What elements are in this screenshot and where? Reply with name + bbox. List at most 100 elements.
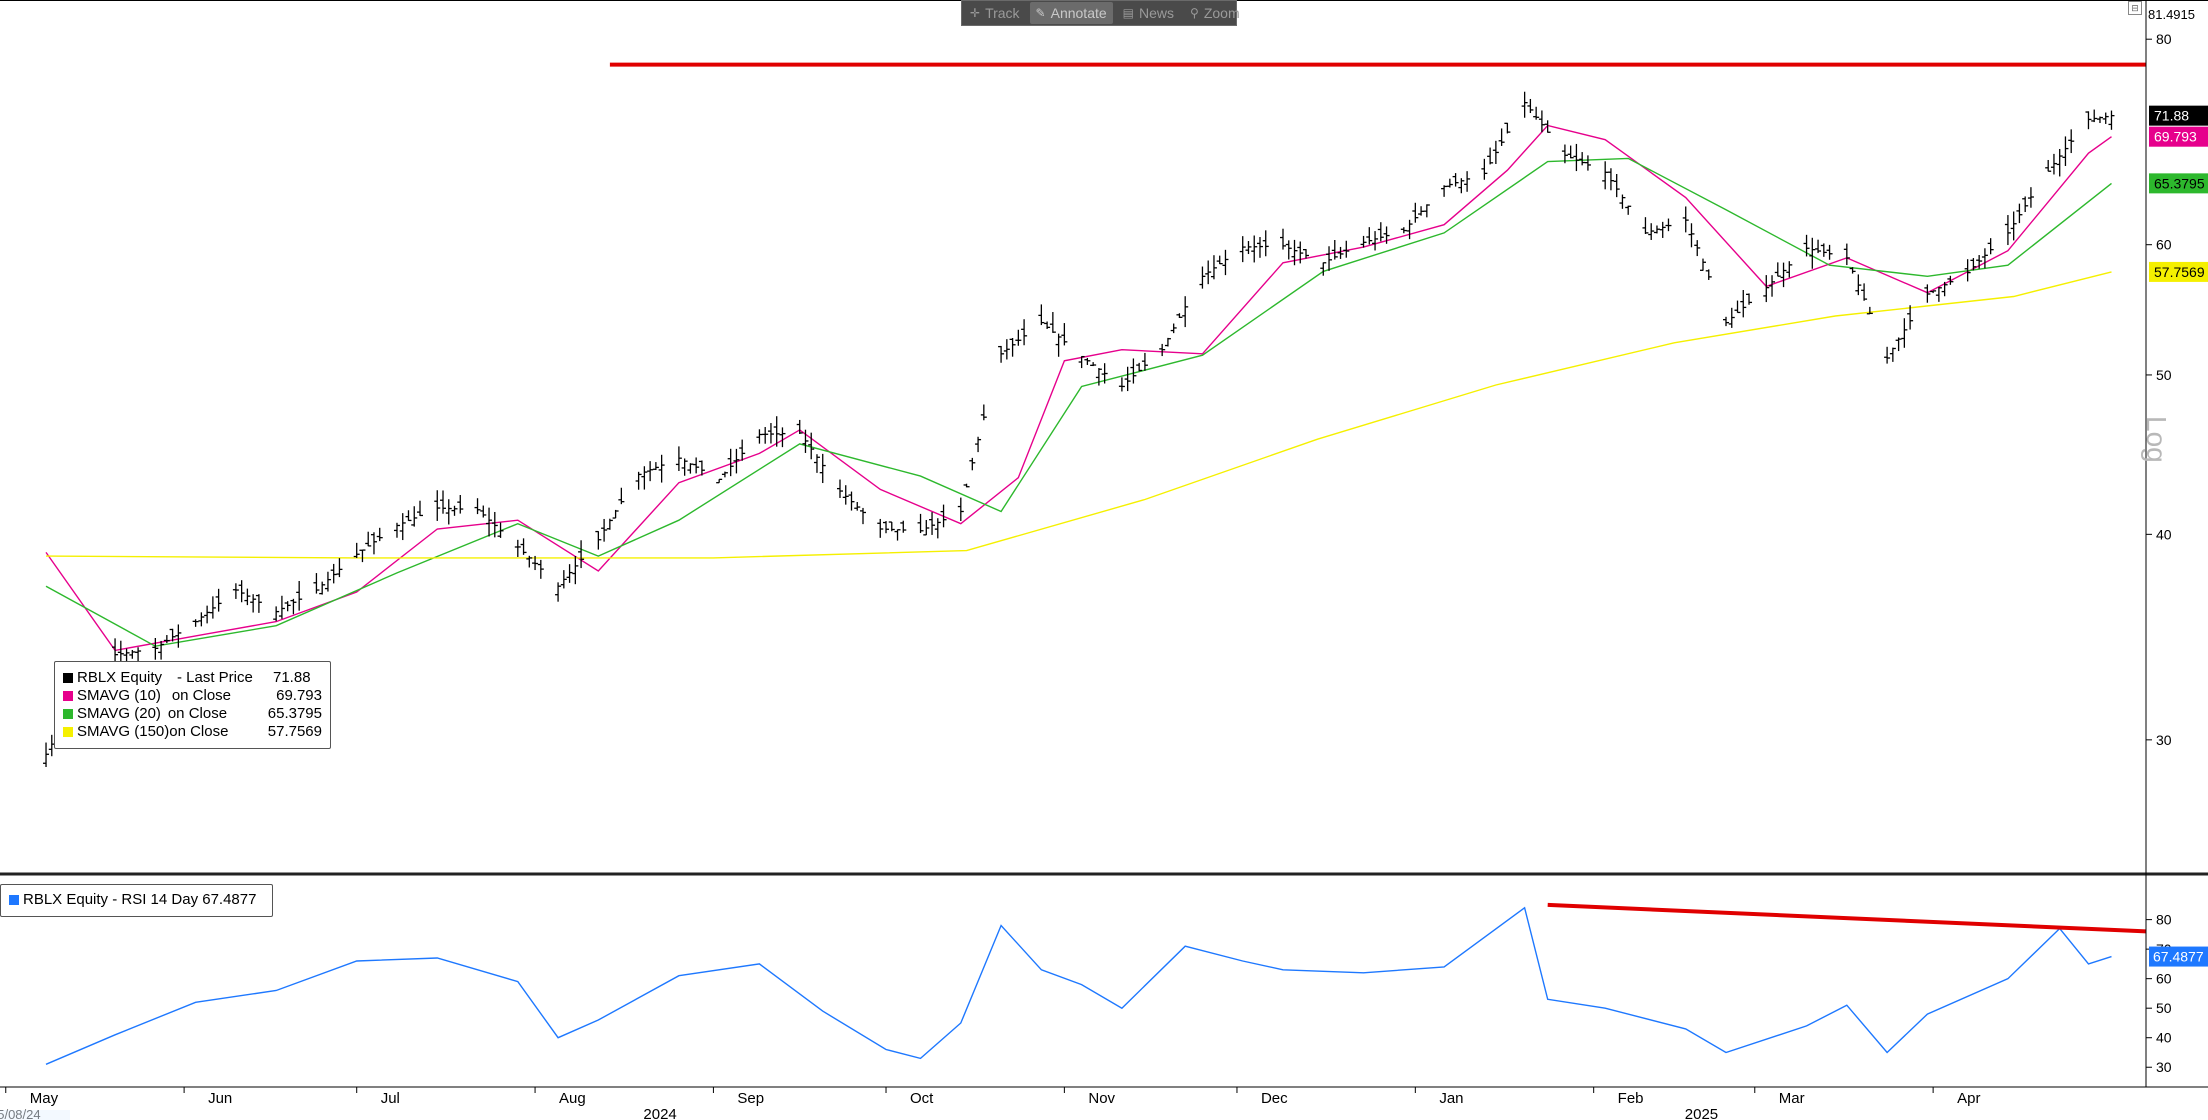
price-bar <box>578 540 585 569</box>
price-bar <box>2062 136 2069 166</box>
price-bar <box>2010 211 2017 241</box>
year-label: 2025 <box>1685 1106 1718 1120</box>
price-bar <box>779 427 786 448</box>
price-bar <box>1481 158 1488 180</box>
price-bar <box>1889 347 1896 362</box>
price-bar <box>595 530 602 550</box>
price-bar <box>808 432 815 460</box>
price-bar <box>319 581 326 595</box>
price-bar <box>1360 235 1367 248</box>
price-bar <box>756 429 763 444</box>
price-bar <box>1976 255 1983 269</box>
moving-average-line <box>45 271 2112 559</box>
scale-toggle-icon[interactable]: ⊟ <box>2128 1 2142 15</box>
price-bar <box>405 510 412 522</box>
price-tick-label: 50 <box>2156 367 2172 383</box>
price-bar <box>1682 206 1689 233</box>
price-bar <box>716 478 723 484</box>
price-legend[interactable]: RBLX Equity - Last Price 71.88 SMAVG (10… <box>54 661 331 749</box>
price-bar <box>842 485 849 505</box>
price-bar <box>169 628 176 642</box>
price-bar <box>1653 225 1660 234</box>
price-tick-label: 30 <box>2156 732 2172 748</box>
price-tick-label: 60 <box>2156 237 2172 253</box>
price-bar <box>2108 110 2115 130</box>
month-label: Feb <box>1618 1090 1644 1107</box>
price-bar <box>1216 255 1223 265</box>
price-bar <box>434 490 441 521</box>
price-bar <box>1970 258 1977 271</box>
price-bar <box>1579 152 1586 166</box>
price-bar <box>1400 227 1407 234</box>
zoom-label: Zoom <box>1203 5 1240 21</box>
price-bar <box>969 457 976 471</box>
price-bar <box>854 501 861 511</box>
price-bar <box>313 573 320 594</box>
track-button[interactable]: ✛ Track <box>964 2 1026 24</box>
legend-on: on Close <box>169 723 229 740</box>
price-bar <box>1935 287 1942 302</box>
price-bar <box>612 509 619 519</box>
news-label: News <box>1139 5 1175 21</box>
rsi-legend-label: RBLX Equity - RSI 14 Day 67.4877 <box>23 891 257 908</box>
price-bar <box>486 507 493 537</box>
price-bar <box>1947 275 1954 285</box>
rsi-legend[interactable]: RBLX Equity - RSI 14 Day 67.4877 <box>0 884 273 917</box>
price-bar <box>2045 159 2052 172</box>
month-label: Dec <box>1261 1090 1288 1107</box>
price-bar <box>980 404 987 421</box>
price-bar <box>572 556 579 585</box>
price-bar <box>1343 240 1350 258</box>
annotate-button[interactable]: ✎ Annotate <box>1029 2 1113 24</box>
price-bar <box>1734 300 1741 314</box>
news-icon: ▤ <box>1122 6 1135 20</box>
price-bar <box>698 460 705 476</box>
legend-on: on Close <box>171 687 232 704</box>
price-tick-label: 40 <box>2156 526 2172 542</box>
price-bar <box>2056 148 2063 177</box>
price-bar <box>1907 305 1914 330</box>
price-bar <box>998 345 1005 363</box>
price-bar <box>2027 187 2034 208</box>
price-bar <box>1452 173 1459 187</box>
price-bar <box>244 588 251 606</box>
price-bar <box>520 538 527 555</box>
price-bar <box>1740 290 1747 318</box>
price-bar <box>43 742 50 767</box>
price-last-tag-label: 71.88 <box>2154 108 2189 124</box>
price-bar <box>1055 333 1062 357</box>
price-bar <box>555 582 562 602</box>
price-bar <box>1256 237 1263 258</box>
price-bar <box>1090 362 1097 367</box>
price-bar <box>1895 337 1902 352</box>
price-bar <box>1861 283 1868 301</box>
price-bar <box>1124 366 1131 392</box>
price-bar <box>336 558 343 578</box>
price-bar <box>1049 312 1056 333</box>
legend-on: on Close <box>167 705 228 722</box>
price-bar <box>1326 246 1333 271</box>
rsi-tick-label: 60 <box>2156 971 2172 987</box>
price-bar <box>2091 109 2098 123</box>
price-bar <box>1297 241 1304 264</box>
price-bar <box>2050 153 2057 175</box>
year-label: 2024 <box>643 1106 676 1120</box>
price-bar <box>1573 143 1580 172</box>
rsi-last-tag <box>2149 946 2208 967</box>
legend-row-sma20: SMAVG (20) on Close 65.3795 <box>63 705 322 723</box>
price-bar <box>687 463 694 474</box>
news-button[interactable]: ▤ News <box>1117 2 1180 24</box>
price-bar <box>2085 111 2092 130</box>
price-bar <box>1078 355 1085 369</box>
price-bar <box>209 596 216 619</box>
month-label: Jun <box>208 1090 232 1107</box>
price-bar <box>370 532 377 555</box>
price-bar <box>1688 223 1695 248</box>
price-bar <box>733 448 740 474</box>
zoom-button[interactable]: ⚲ Zoom <box>1184 2 1246 24</box>
price-bar <box>1136 362 1143 372</box>
price-bar <box>767 423 774 444</box>
legend-row-rsi: RBLX Equity - RSI 14 Day 67.4877 <box>9 891 264 909</box>
price-bar <box>641 466 648 490</box>
price-bar <box>365 531 372 547</box>
